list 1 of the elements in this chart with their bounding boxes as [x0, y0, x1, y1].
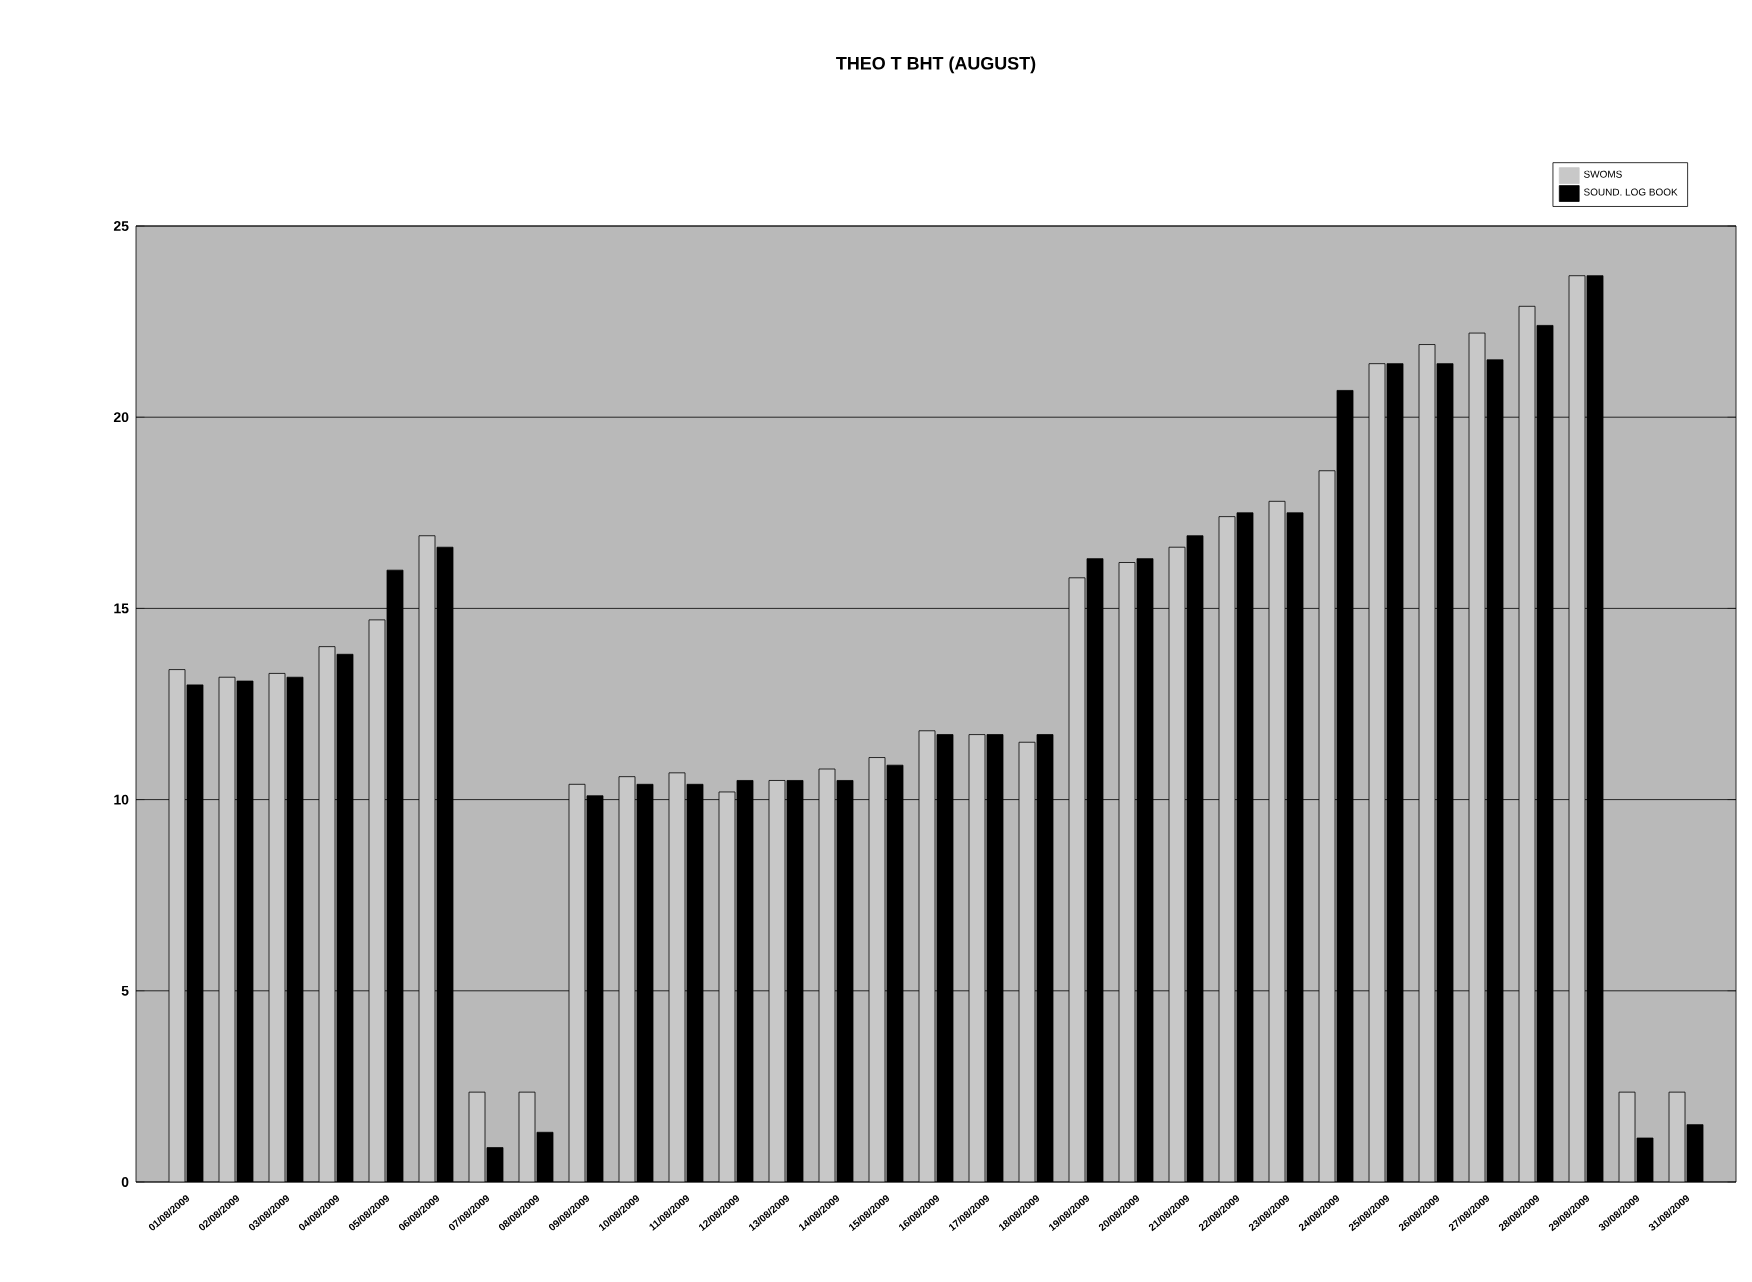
chart-title: THEO T BHT (AUGUST)	[836, 56, 1036, 74]
